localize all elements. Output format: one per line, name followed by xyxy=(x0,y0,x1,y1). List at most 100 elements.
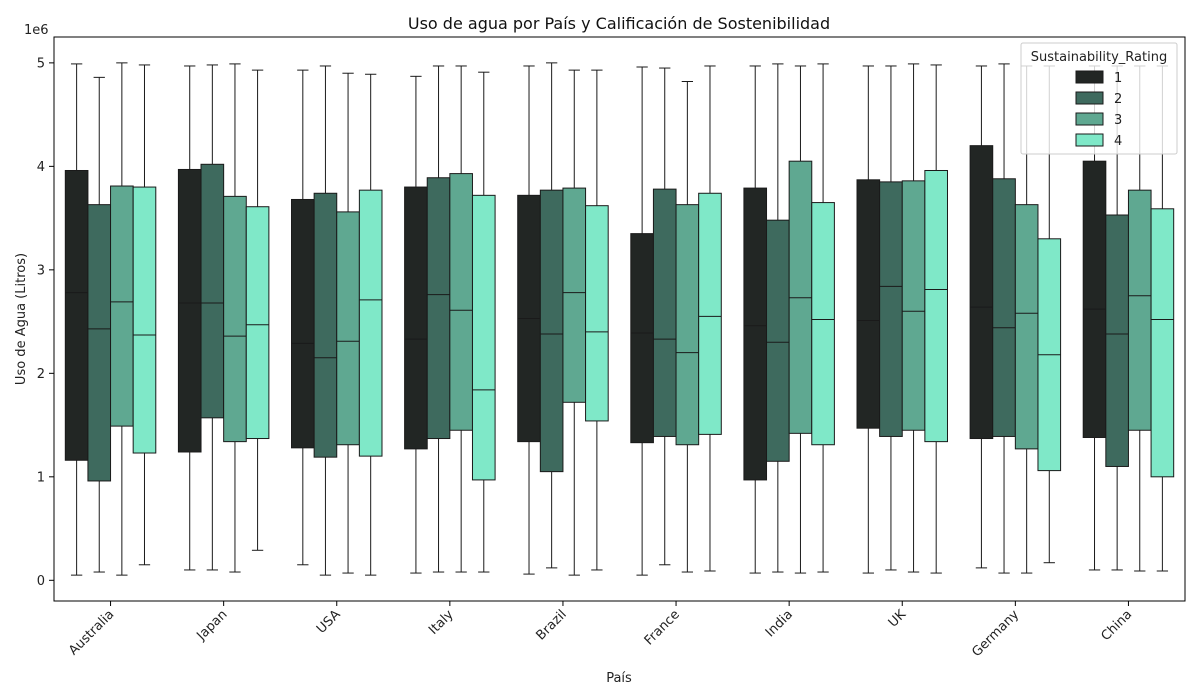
box-france-rating-3 xyxy=(675,80,700,573)
legend-swatch-1 xyxy=(1075,70,1104,84)
x-tick-label: UK xyxy=(886,607,910,631)
y-tick-label: 5 xyxy=(37,56,45,71)
legend-swatch-4 xyxy=(1075,133,1104,147)
y-axis: 0 1 2 3 4 5 xyxy=(37,56,54,589)
box-france-rating-1 xyxy=(630,66,654,576)
box-brazil-rating-4 xyxy=(585,69,609,571)
box-france-rating-2 xyxy=(652,67,677,566)
legend[interactable]: Sustainability_Rating 1 2 3 4 xyxy=(1020,42,1178,155)
y-tick-label: 3 xyxy=(37,263,45,278)
box-india-rating-2 xyxy=(766,63,790,573)
box-iqr xyxy=(245,206,270,440)
box-iqr xyxy=(879,181,903,437)
box-iqr xyxy=(64,169,89,461)
box-australia-rating-3 xyxy=(110,62,134,576)
box-iqr xyxy=(811,202,835,446)
box-usa-rating-3 xyxy=(336,72,360,574)
box-france-rating-4 xyxy=(698,65,722,572)
box-uk-rating-1 xyxy=(856,65,881,574)
box-iqr xyxy=(901,180,926,431)
box-usa-rating-2 xyxy=(313,65,338,576)
box-iqr xyxy=(766,219,790,462)
box-uk-rating-3 xyxy=(901,63,926,573)
box-japan-rating-3 xyxy=(223,63,247,573)
x-tick-label: Japan xyxy=(194,607,231,644)
box-germany-rating-1 xyxy=(969,65,994,569)
box-italy-rating-4 xyxy=(471,71,496,573)
box-australia-rating-2 xyxy=(87,76,112,573)
box-iqr xyxy=(969,145,994,440)
box-uk-rating-2 xyxy=(879,65,903,571)
plot-frame xyxy=(53,36,1186,602)
box-japan-rating-1 xyxy=(177,65,202,571)
x-tick-label: USA xyxy=(314,607,344,637)
y-tick-label: 0 xyxy=(37,574,45,589)
box-uk-rating-4 xyxy=(924,64,948,574)
x-tick-label: Australia xyxy=(66,607,117,658)
box-india-rating-3 xyxy=(788,65,813,574)
box-italy-rating-1 xyxy=(404,75,428,574)
legend-label-1: 1 xyxy=(1114,71,1122,86)
y-tick-label: 4 xyxy=(37,160,45,175)
box-iqr xyxy=(449,173,473,431)
box-iqr xyxy=(313,192,338,458)
box-iqr xyxy=(1014,204,1039,450)
x-tick-label: Germany xyxy=(969,607,1022,660)
box-iqr xyxy=(1105,214,1129,467)
box-iqr xyxy=(471,194,496,481)
box-iqr xyxy=(132,186,157,454)
box-iqr xyxy=(200,163,225,419)
box-iqr xyxy=(177,168,202,453)
box-japan-rating-4 xyxy=(245,69,270,551)
x-tick-label: France xyxy=(642,607,683,648)
box-iqr xyxy=(358,189,383,457)
box-iqr xyxy=(630,233,654,444)
box-iqr xyxy=(426,177,451,440)
x-tick-label: Italy xyxy=(426,607,457,638)
box-iqr xyxy=(788,160,813,434)
x-tick-label: Brazil xyxy=(534,607,570,643)
box-iqr xyxy=(1127,189,1152,431)
box-usa-rating-4 xyxy=(358,73,383,576)
box-iqr xyxy=(585,205,609,422)
box-italy-rating-3 xyxy=(449,65,473,573)
legend-label-4: 4 xyxy=(1114,134,1122,149)
box-iqr xyxy=(924,169,948,443)
box-usa-rating-1 xyxy=(291,69,315,566)
box-iqr xyxy=(743,187,768,481)
chart-title: Uso de agua por País y Calificación de S… xyxy=(408,14,830,33)
box-brazil-rating-1 xyxy=(517,65,541,575)
y-tick-label: 2 xyxy=(37,367,45,382)
box-australia-rating-4 xyxy=(132,64,157,566)
x-axis-title: País xyxy=(606,671,632,686)
box-iqr xyxy=(110,185,134,427)
y-axis-title: Uso de Agua (Litros) xyxy=(14,253,29,385)
box-iqr xyxy=(223,195,247,443)
y-tick-label: 1 xyxy=(37,470,45,485)
y-offset-label: 1e6 xyxy=(24,23,49,38)
x-axis: Australia Japan USA Italy Brazil France India U… xyxy=(66,601,1135,660)
x-tick-label: India xyxy=(763,607,796,640)
legend-swatch-2 xyxy=(1075,91,1104,105)
box-iqr xyxy=(652,188,677,437)
box-india-rating-4 xyxy=(811,63,835,573)
box-iqr xyxy=(698,192,722,435)
box-iqr xyxy=(291,198,315,449)
box-iqr xyxy=(675,204,700,446)
box-iqr xyxy=(1082,160,1107,438)
box-brazil-rating-3 xyxy=(562,69,587,576)
box-iqr xyxy=(1150,208,1175,478)
box-iqr xyxy=(539,189,564,473)
box-brazil-rating-2 xyxy=(539,62,564,569)
x-tick-label: China xyxy=(1098,607,1135,644)
box-iqr xyxy=(87,204,112,482)
box-iqr xyxy=(856,179,881,429)
box-australia-rating-1 xyxy=(64,63,89,576)
box-india-rating-1 xyxy=(743,65,768,574)
box-germany-rating-2 xyxy=(992,63,1016,574)
box-italy-rating-2 xyxy=(426,65,451,573)
legend-swatch-3 xyxy=(1075,112,1104,126)
box-iqr xyxy=(992,178,1016,437)
box-japan-rating-2 xyxy=(200,64,225,571)
plot-area xyxy=(64,62,1175,576)
